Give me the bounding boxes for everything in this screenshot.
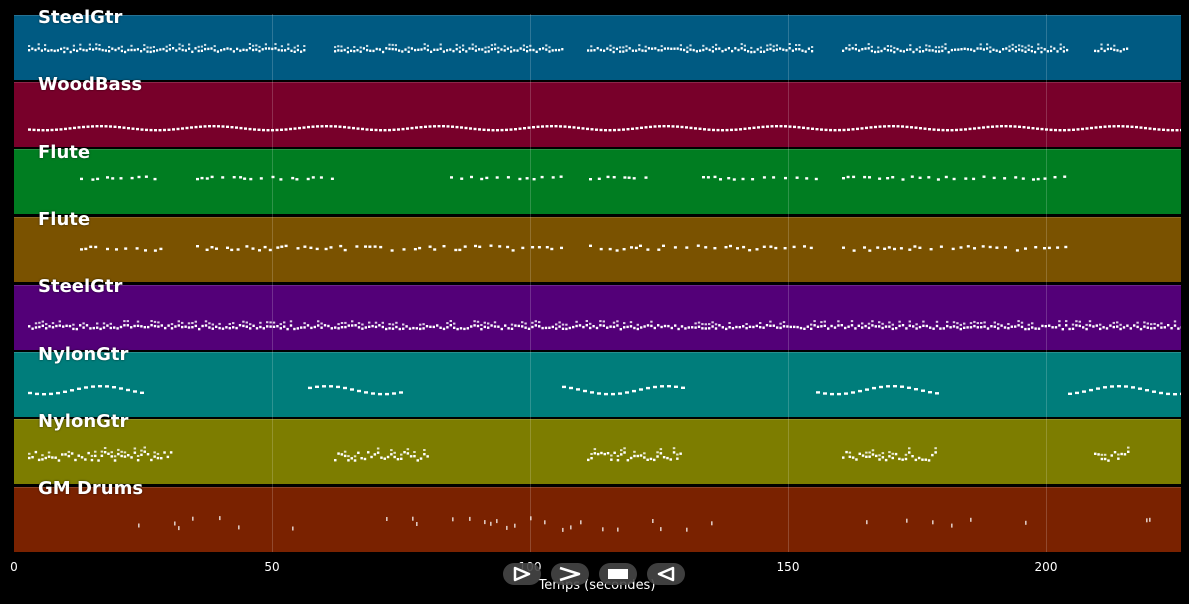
track-notes (80, 175, 1067, 181)
track-lane[interactable] (14, 15, 1181, 80)
track-notes (80, 244, 1068, 252)
track-lane[interactable] (14, 285, 1181, 350)
track-lane[interactable] (14, 82, 1181, 147)
track-name: Flute (38, 142, 91, 163)
play-outline-icon (513, 566, 531, 582)
track-notes (28, 43, 1129, 54)
track-notes (28, 446, 1130, 462)
gridline (272, 14, 273, 552)
track-name: GM Drums (38, 478, 144, 499)
track-name: SteelGtr (38, 7, 123, 28)
forward-icon (559, 566, 581, 582)
track-name: NylonGtr (38, 411, 129, 432)
track-name: WoodBass (38, 74, 143, 95)
track-lane[interactable] (14, 217, 1181, 282)
track-lane[interactable] (14, 487, 1181, 552)
track-list: SteelGtr WoodBass Flute Flute SteelGtr N… (14, 7, 1181, 552)
rewind-icon (657, 566, 675, 582)
forward-button[interactable] (551, 563, 589, 585)
gridline (1046, 14, 1047, 552)
stop-icon (608, 569, 628, 579)
track-notes (138, 516, 1151, 532)
time-axis: 0 50 100 150 200 Temps (secondes) (0, 552, 1189, 604)
tick-label: 150 (776, 560, 800, 574)
track-lane[interactable] (14, 352, 1181, 417)
gridline (788, 14, 789, 552)
track-name: Flute (38, 209, 91, 230)
play-button[interactable] (503, 563, 541, 585)
track-name: SteelGtr (38, 276, 123, 297)
track-notes (28, 385, 1181, 396)
track-notes (28, 125, 1181, 132)
stop-button[interactable] (599, 563, 637, 585)
tick-label: 0 (10, 560, 18, 574)
track-name: NylonGtr (38, 344, 129, 365)
track-lane[interactable] (14, 419, 1181, 484)
track-notes (28, 320, 1181, 331)
gridline (530, 14, 531, 552)
tick-label: 50 (264, 560, 280, 574)
tick-label: 200 (1034, 560, 1058, 574)
track-lane[interactable] (14, 149, 1181, 214)
rewind-button[interactable] (647, 563, 685, 585)
